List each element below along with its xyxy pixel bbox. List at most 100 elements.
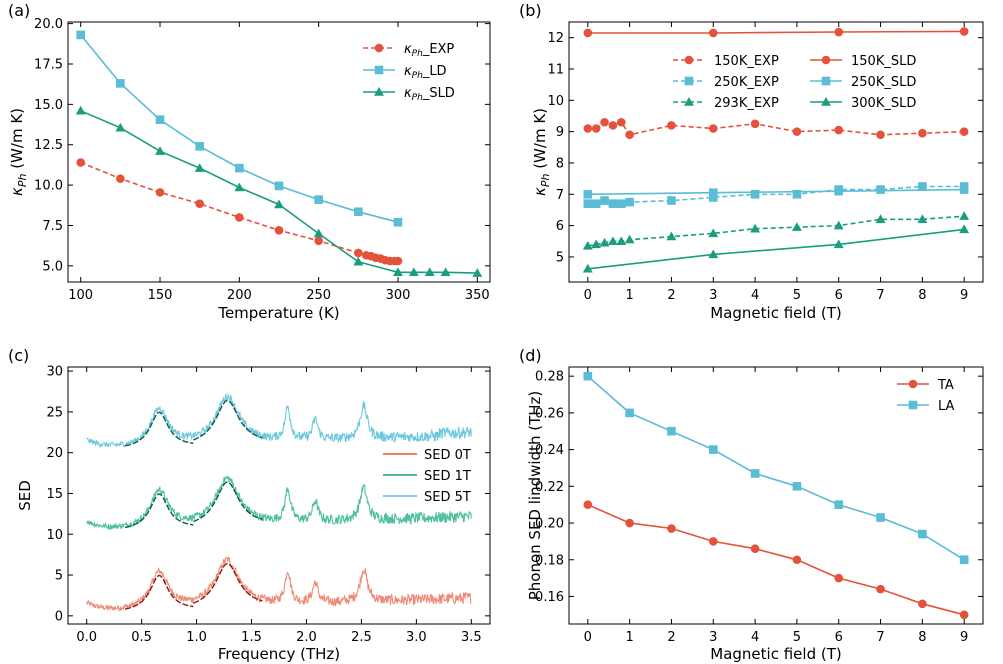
y-tick-label: 0.26 (535, 406, 564, 421)
series-ld-point (393, 217, 403, 227)
y-tick-label: 9 (556, 125, 564, 140)
series-ta-point (834, 573, 844, 583)
series-150k-sld-point (834, 27, 844, 37)
series-300k-sld-point (959, 224, 970, 234)
legend-suffix: _EXP (422, 42, 455, 57)
series-293k-exp-point (791, 222, 802, 231)
y-tick-label: 5 (556, 250, 564, 265)
panel-label: (b) (519, 1, 542, 20)
x-tick-label: 300 (386, 288, 411, 303)
legend-marker (374, 87, 384, 96)
series-exp-point (155, 188, 165, 197)
series-ta-point (750, 544, 760, 554)
y-tick-label: 10 (46, 528, 63, 543)
series-250k-exp-point (750, 189, 760, 199)
panel-label: (d) (519, 346, 542, 365)
series-ta-point (792, 555, 802, 565)
series-ta-line (587, 503, 965, 616)
y-tick-label: 15.0 (34, 98, 63, 113)
x-tick-label: 0 (584, 630, 592, 645)
series-exp-point (354, 248, 363, 258)
series-exp-point (314, 236, 323, 246)
series-300k-sld-point (833, 239, 844, 249)
y-tick-label: 17.5 (34, 57, 63, 72)
series-150k-exp-point (583, 124, 593, 133)
x-tick-label: 8 (918, 630, 926, 645)
y-axis-label-unit: (W/m K) (531, 108, 549, 174)
x-tick-label: 8 (918, 288, 926, 303)
series-250k-exp-point (876, 185, 885, 194)
series-150k-exp-point (834, 125, 844, 135)
series-ta-point (625, 518, 634, 528)
y-tick-label: 5.0 (42, 259, 63, 274)
series-150k-sld-point (959, 27, 969, 36)
x-tick-label: 2.5 (351, 630, 372, 645)
series-sld-point (440, 267, 451, 277)
legend-label: TA (937, 378, 954, 393)
legend-marker (374, 43, 384, 53)
series-la-point (583, 371, 593, 381)
series-sld-point (155, 146, 165, 155)
series-150k-exp-point (918, 128, 927, 138)
x-tick-label: 0.0 (76, 630, 97, 645)
y-axis-label-unit: (W/m K) (8, 108, 26, 174)
legend-symbol: κ (404, 42, 412, 57)
series-ld-point (354, 207, 363, 217)
series-sld-line (80, 110, 478, 274)
x-tick-label: 2 (667, 630, 675, 645)
x-tick-label: 250 (306, 288, 331, 303)
y-tick-label: 8 (556, 156, 564, 171)
series-293k-exp-point (582, 241, 593, 250)
y-tick-label: 0.20 (535, 517, 564, 532)
y-tick-label: 0.24 (535, 443, 564, 458)
x-tick-label: 0.5 (131, 630, 152, 645)
series-la-point (918, 529, 927, 539)
y-axis-label: κPh (W/m K) (531, 108, 552, 196)
series-150k-exp-point (959, 127, 969, 136)
y-tick-label: 7 (556, 188, 564, 203)
x-tick-label: 4 (751, 630, 759, 645)
series-250k-exp-point (608, 199, 618, 208)
series-sld-point (408, 267, 419, 277)
y-tick-label: 7.5 (42, 219, 63, 234)
series-300k-sld-point (582, 263, 593, 273)
series-250k-exp-point (625, 197, 634, 207)
series-exp-point (116, 174, 125, 183)
series-ld-point (274, 181, 284, 191)
series-250k-exp-point (583, 199, 593, 208)
x-tick-label: 3.0 (406, 630, 427, 645)
legend-subscript: Ph (412, 71, 423, 81)
legend-marker (374, 65, 384, 75)
series-150k-exp-point (616, 117, 626, 127)
legend-label: 150K_EXP (714, 54, 779, 69)
legend-label: κPh_EXP (404, 42, 454, 59)
series-ta-point (959, 610, 969, 620)
series-293k-exp-point (959, 211, 970, 220)
series-ld-point (235, 163, 244, 173)
series-la-point (667, 426, 676, 436)
x-tick-label: 3 (709, 288, 717, 303)
series-293k-exp-line (587, 215, 965, 247)
plot-frame (568, 21, 984, 283)
x-tick-label: 5 (793, 288, 801, 303)
x-axis-label: Magnetic field (T) (710, 645, 841, 663)
y-axis-label-symbol: κ (531, 187, 549, 196)
series-293k-exp-point (875, 214, 886, 224)
series-la-point (876, 513, 885, 522)
series-ta-point (708, 537, 718, 546)
series-250k-sld-point (834, 186, 844, 196)
series-293k-exp-point (599, 237, 610, 247)
series-293k-exp-point (833, 220, 844, 230)
x-tick-label: 1.0 (186, 630, 207, 645)
x-axis-label: Temperature (K) (217, 304, 339, 322)
series-150k-sld-point (708, 28, 718, 38)
series-293k-exp-point (624, 234, 635, 244)
legend-marker (821, 97, 831, 106)
series-150k-exp-point (792, 127, 802, 136)
x-tick-label: 1 (625, 288, 633, 303)
series-150k-exp-line (587, 121, 965, 136)
series-150k-exp-point (667, 121, 676, 130)
x-tick-label: 6 (835, 288, 843, 303)
legend-marker (821, 55, 831, 65)
series-ld-point (116, 79, 125, 88)
